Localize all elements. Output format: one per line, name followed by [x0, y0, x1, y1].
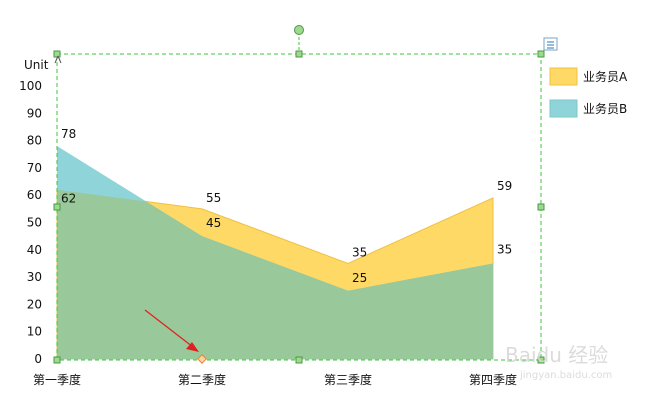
- resize-handle-bottom-right[interactable]: [537, 356, 545, 364]
- y-tick-label-0: 0: [34, 352, 42, 366]
- x-tick-label-3: 第三季度: [324, 372, 372, 387]
- y-tick-label-100: 100: [19, 79, 42, 93]
- data-label-b-4: 35: [497, 242, 512, 256]
- x-tick-label-1: 第一季度: [33, 372, 81, 387]
- resize-handle-top-right[interactable]: [537, 50, 545, 58]
- data-label-a-3: 35: [352, 245, 367, 259]
- data-label-b-1: 78: [61, 127, 76, 141]
- legend-label-2: 业务员B: [583, 101, 627, 116]
- data-label-b-2: 45: [206, 216, 221, 230]
- area-overlap: [57, 189, 493, 359]
- resize-handle-bottom-center[interactable]: [295, 356, 303, 364]
- y-tick-label-60: 60: [27, 188, 42, 202]
- y-tick-label-10: 10: [27, 325, 42, 339]
- y-axis-ticks: 0 10 20 30 40 50 60 70 80 90 100: [19, 79, 42, 366]
- y-tick-label-20: 20: [27, 297, 42, 311]
- adjust-handle-diamond[interactable]: [197, 354, 207, 364]
- y-tick-label-30: 30: [27, 270, 42, 284]
- data-labels: 62 55 35 59 78 45 25 35: [61, 127, 512, 285]
- menu-icon[interactable]: [543, 37, 558, 51]
- data-label-a-2: 55: [206, 191, 221, 205]
- watermark-subtext: jingyan.baidu.com: [519, 370, 612, 381]
- watermark: Baidu 经验 jingyan.baidu.com: [505, 343, 612, 381]
- x-axis-ticks: 第一季度 第二季度 第三季度 第四季度: [33, 372, 517, 387]
- selection-frame[interactable]: [53, 25, 558, 364]
- legend: 业务员A 业务员B: [549, 67, 628, 118]
- x-tick-label-2: 第二季度: [178, 372, 226, 387]
- corner-arrow-icon: [54, 55, 62, 64]
- area-series: [56, 146, 494, 360]
- resize-handle-top-center[interactable]: [295, 50, 303, 58]
- y-tick-label-80: 80: [27, 134, 42, 148]
- resize-handle-middle-left[interactable]: [53, 203, 61, 211]
- red-arrow-icon: [144, 309, 199, 352]
- y-tick-label-50: 50: [27, 216, 42, 230]
- legend-label-1: 业务员A: [583, 69, 628, 84]
- legend-swatch-2: [549, 99, 578, 118]
- resize-handle-bottom-left[interactable]: [53, 356, 61, 364]
- y-axis-unit-label: Unit: [24, 58, 49, 72]
- x-tick-label-4: 第四季度: [469, 372, 517, 387]
- y-tick-label-70: 70: [27, 161, 42, 175]
- legend-swatch-1: [549, 67, 578, 86]
- data-label-a-1: 62: [61, 192, 76, 206]
- y-tick-label-40: 40: [27, 243, 42, 257]
- data-label-b-3: 25: [352, 271, 367, 285]
- resize-handle-top-left[interactable]: [53, 50, 61, 58]
- data-label-a-4: 59: [497, 179, 512, 193]
- watermark-text: Baidu 经验: [505, 343, 608, 367]
- resize-handle-middle-right[interactable]: [537, 203, 545, 211]
- y-tick-label-90: 90: [27, 106, 42, 120]
- rotate-handle[interactable]: [294, 25, 304, 35]
